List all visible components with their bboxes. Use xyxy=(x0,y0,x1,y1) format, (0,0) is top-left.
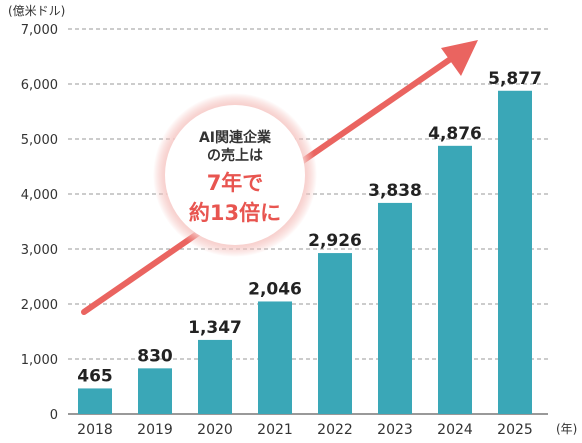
annotation-line-2: の売上は xyxy=(207,147,263,164)
data-label: 830 xyxy=(137,346,173,366)
y-tick-label: 1,000 xyxy=(21,353,58,368)
x-axis-unit-label: (年) xyxy=(556,422,577,436)
data-label: 2,046 xyxy=(248,279,302,299)
y-tick-label: 5,000 xyxy=(21,133,58,148)
growth-arrow-head xyxy=(441,40,478,76)
x-tick-label: 2020 xyxy=(197,422,233,438)
x-tick-label: 2019 xyxy=(137,422,173,438)
y-tick-label: 7,000 xyxy=(21,23,58,38)
bar xyxy=(258,301,292,414)
annotation-circle xyxy=(165,105,305,245)
data-label: 4,876 xyxy=(428,124,482,144)
bar xyxy=(138,368,172,414)
x-tick-label: 2021 xyxy=(257,422,293,438)
bar xyxy=(198,339,232,414)
annotation-line-3: 7年で xyxy=(207,171,264,195)
x-axis-ticks: 2018 2019 2020 2021 2022 2023 2024 2025 xyxy=(77,422,533,438)
x-tick-label: 2024 xyxy=(437,422,473,438)
bar xyxy=(438,145,472,414)
y-axis-unit-label: (億米ドル) xyxy=(8,4,65,18)
y-tick-label: 3,000 xyxy=(21,243,58,258)
data-label: 465 xyxy=(77,366,113,386)
y-tick-label: 6,000 xyxy=(21,78,58,93)
data-label: 2,926 xyxy=(308,231,362,251)
annotation-bubble: AI関連企業 の売上は 7年で 約13倍に xyxy=(153,93,317,257)
data-labels: 465 830 1,347 2,046 2,926 3,838 4,876 5,877 xyxy=(77,69,542,387)
annotation-line-4: 約13倍に xyxy=(189,201,281,225)
bar xyxy=(78,388,112,414)
y-tick-label: 4,000 xyxy=(21,188,58,203)
x-tick-label: 2023 xyxy=(377,422,413,438)
data-label: 3,838 xyxy=(368,181,422,201)
bar xyxy=(378,202,412,414)
data-label: 1,347 xyxy=(188,318,242,338)
y-tick-label: 0 xyxy=(50,408,58,423)
annotation-line-1: AI関連企業 xyxy=(199,129,272,146)
bar xyxy=(498,90,532,414)
bars xyxy=(78,90,532,414)
x-tick-label: 2018 xyxy=(77,422,113,438)
data-label: 5,877 xyxy=(488,69,542,89)
y-axis-ticks: 0 1,000 2,000 3,000 4,000 5,000 6,000 7,000 xyxy=(21,23,58,423)
x-tick-label: 2022 xyxy=(317,422,353,438)
x-tick-label: 2025 xyxy=(497,422,533,438)
y-tick-label: 2,000 xyxy=(21,298,58,313)
bar xyxy=(318,253,352,414)
